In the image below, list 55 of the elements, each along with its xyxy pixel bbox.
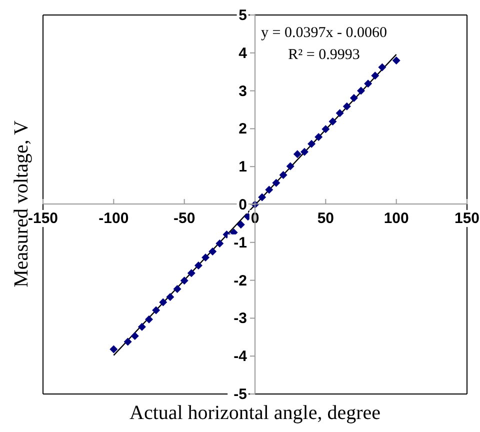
x-tick-label: 150 xyxy=(454,210,480,227)
point xyxy=(378,63,386,72)
point xyxy=(110,345,118,354)
point xyxy=(293,150,302,158)
point xyxy=(328,118,337,126)
point xyxy=(350,94,358,102)
point xyxy=(166,292,174,301)
y-tick-label: -5 xyxy=(234,386,247,403)
x-axis-title: Actual horizontal angle, degree xyxy=(128,402,382,425)
point xyxy=(159,298,168,306)
point xyxy=(180,276,188,285)
x-tick-label: -50 xyxy=(173,210,196,227)
x-tick-label: 50 xyxy=(317,210,334,227)
point xyxy=(300,148,308,156)
point xyxy=(286,162,294,170)
y-tick-label: 4 xyxy=(238,44,248,62)
point xyxy=(124,338,132,346)
y-tick-label: -3 xyxy=(234,310,247,328)
x-tick-label: -100 xyxy=(98,210,129,227)
point xyxy=(364,80,372,88)
point xyxy=(138,322,146,331)
point xyxy=(308,140,316,148)
point xyxy=(342,102,351,110)
point xyxy=(194,262,202,270)
point xyxy=(272,178,280,187)
point xyxy=(392,56,400,64)
y-tick-label: 0 xyxy=(238,196,247,214)
y-tick-label: 2 xyxy=(238,120,247,138)
x-tick-label: -150 xyxy=(28,210,58,227)
x-tick-label: 100 xyxy=(384,210,409,227)
point xyxy=(258,193,266,202)
point xyxy=(357,86,365,95)
point xyxy=(265,186,274,194)
point xyxy=(202,254,210,262)
point xyxy=(152,306,160,314)
point xyxy=(279,170,288,179)
annotation: y = 0.0397x - 0.0060 xyxy=(261,24,387,43)
point xyxy=(236,220,245,229)
point xyxy=(145,315,153,324)
y-tick-label: -1 xyxy=(234,234,247,252)
y-tick-label: 1 xyxy=(238,158,247,176)
y-tick-label: -4 xyxy=(234,348,248,366)
point xyxy=(322,125,330,134)
annotation: R² = 0.9993 xyxy=(287,46,361,65)
point xyxy=(371,72,380,80)
point xyxy=(208,247,217,256)
point xyxy=(173,285,182,294)
point xyxy=(336,109,344,118)
y-tick-label: -2 xyxy=(234,272,247,290)
point xyxy=(130,332,139,340)
point xyxy=(216,240,224,248)
y-tick-label: 3 xyxy=(238,82,247,100)
point xyxy=(187,269,196,278)
point xyxy=(314,133,323,142)
y-tick-label: 5 xyxy=(238,7,247,24)
